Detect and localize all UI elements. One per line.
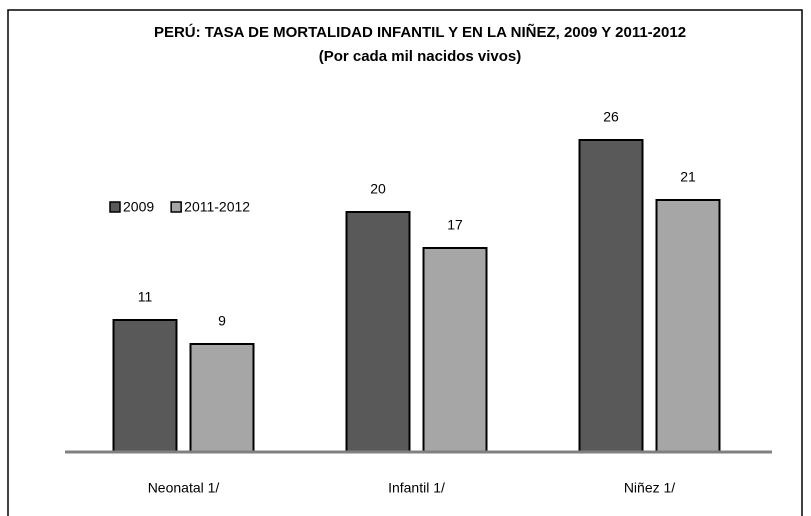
- legend-swatch: [170, 201, 182, 213]
- data-label: 20: [370, 181, 386, 197]
- legend-label: 2011-2012: [184, 199, 250, 215]
- bar: [578, 139, 644, 453]
- bar: [112, 319, 178, 453]
- data-label: 26: [603, 109, 619, 125]
- data-label: 11: [138, 289, 153, 305]
- bar: [189, 343, 255, 453]
- data-label: 17: [447, 217, 463, 233]
- chart-title: PERÚ: TASA DE MORTALIDAD INFANTIL Y EN L…: [154, 23, 686, 41]
- legend-swatch: [109, 201, 121, 213]
- bar: [345, 211, 411, 453]
- x-tick-label: Infantil 1/: [388, 480, 445, 496]
- bar: [422, 247, 488, 453]
- chart-subtitle: (Por cada mil nacidos vivos): [319, 48, 522, 65]
- bar: [655, 199, 721, 453]
- x-tick-label: Niñez 1/: [624, 480, 675, 496]
- x-tick-label: Neonatal 1/: [148, 480, 220, 496]
- legend-label: 2009: [123, 199, 154, 215]
- data-label: 21: [680, 169, 696, 185]
- data-label: 9: [218, 313, 226, 329]
